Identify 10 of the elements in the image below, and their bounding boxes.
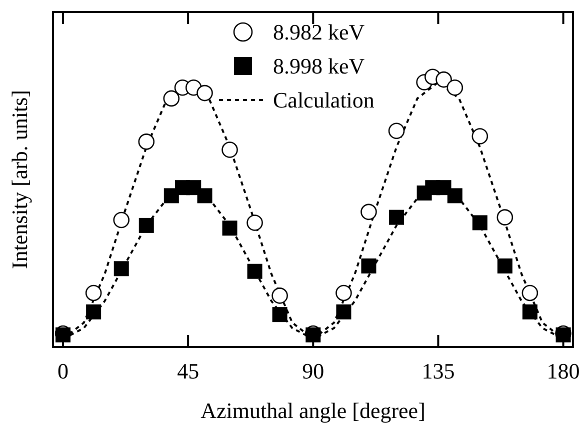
legend-label: 8.998 keV <box>273 54 365 79</box>
legend-label: Calculation <box>273 88 374 113</box>
x-tick-label: 135 <box>422 358 455 384</box>
y-axis-title: Intensity [arb. units] <box>7 90 32 270</box>
x-tick-label: 90 <box>302 358 324 384</box>
legend-label: 8.982 keV <box>273 20 365 45</box>
x-tick-label: 45 <box>177 358 200 384</box>
x-tick-label: 0 <box>58 358 69 384</box>
x-axis-title: Azimuthal angle [degree] <box>200 398 426 423</box>
x-tick-label: 180 <box>546 358 580 384</box>
